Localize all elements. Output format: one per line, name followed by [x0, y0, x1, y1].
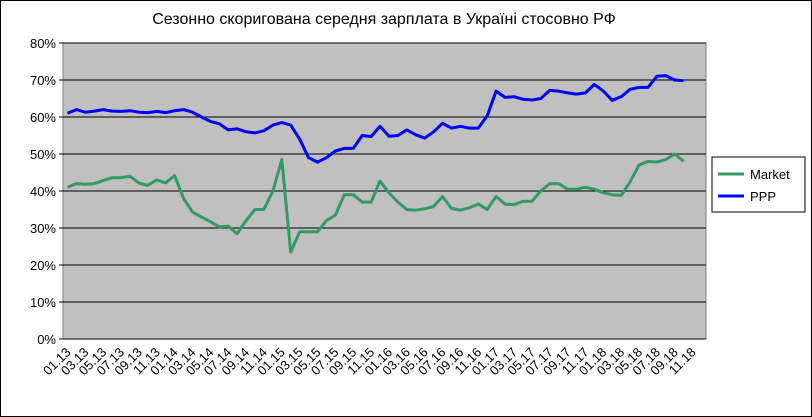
- y-tick-label: 60%: [30, 110, 56, 125]
- series-line: [66, 152, 685, 254]
- y-tick-label: 80%: [30, 36, 56, 51]
- legend-label: Market: [750, 167, 790, 182]
- y-tick-label: 20%: [30, 258, 56, 273]
- series-line: [66, 74, 684, 164]
- chart-title: Сезонно скоригована середня зарплата в У…: [152, 11, 616, 28]
- y-tick-label: 30%: [30, 221, 56, 236]
- legend-label: PPP: [750, 189, 776, 204]
- y-tick-label: 50%: [30, 147, 56, 162]
- y-tick-label: 40%: [30, 184, 56, 199]
- y-tick-label: 0%: [37, 332, 56, 347]
- y-tick-label: 10%: [30, 295, 56, 310]
- y-tick-label: 70%: [30, 73, 56, 88]
- legend-box: [711, 156, 806, 213]
